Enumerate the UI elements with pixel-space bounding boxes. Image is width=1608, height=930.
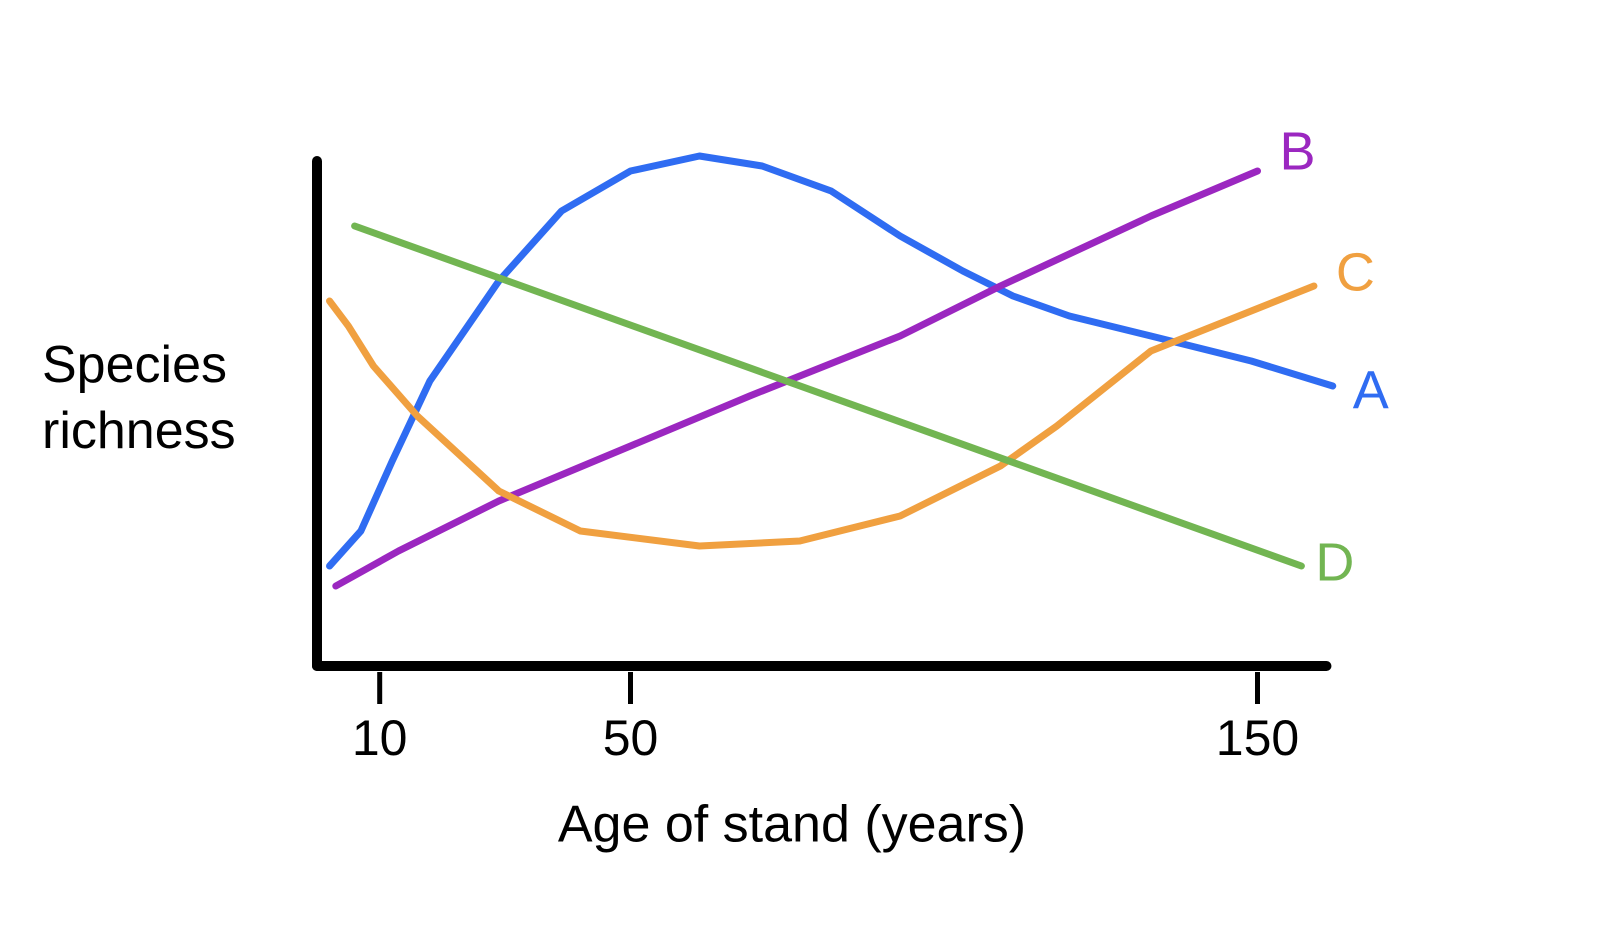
line-series — [351, 222, 1305, 570]
series-label: C — [1336, 242, 1375, 302]
x-tick-label: 10 — [352, 710, 408, 766]
line-series — [326, 282, 1318, 550]
series-label: A — [1353, 360, 1389, 420]
x-axis-label: Age of stand (years) — [558, 796, 1026, 854]
x-tick-label: 150 — [1216, 710, 1299, 766]
y-axis-label: Species richness — [42, 336, 236, 460]
series-label: D — [1315, 532, 1354, 592]
series-label: B — [1280, 121, 1316, 181]
x-tick-label: 50 — [603, 710, 659, 766]
line-series — [326, 152, 1337, 570]
line-series — [332, 167, 1261, 590]
